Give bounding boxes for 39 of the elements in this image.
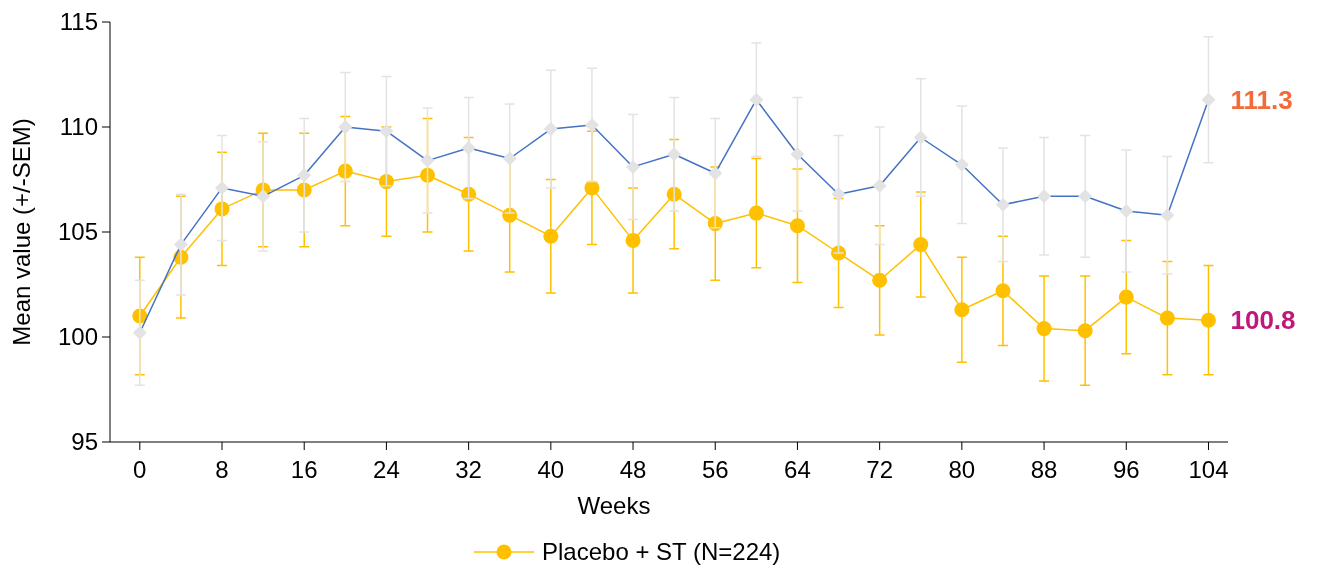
point	[872, 272, 888, 288]
x-tick-label: 80	[948, 456, 976, 483]
point	[954, 302, 970, 318]
point	[1077, 323, 1093, 339]
y-tick-label: 110	[59, 113, 98, 141]
point	[420, 167, 436, 183]
point	[1200, 312, 1216, 328]
point	[1036, 321, 1052, 337]
x-tick-label: 8	[215, 456, 229, 483]
x-tick-label: 88	[1030, 456, 1058, 483]
point	[995, 283, 1011, 299]
point	[748, 205, 764, 221]
x-tick-label: 104	[1188, 456, 1229, 483]
x-tick-label: 64	[784, 456, 811, 483]
point	[543, 228, 559, 244]
y-axis-title: Mean value (+/-SEM)	[8, 118, 35, 346]
y-tick-label: 95	[71, 428, 98, 456]
point	[1159, 310, 1175, 326]
x-tick-label: 72	[866, 456, 893, 483]
x-tick-label: 24	[373, 456, 400, 483]
y-tick-label: 100	[57, 323, 98, 351]
point	[1118, 289, 1134, 305]
x-tick-label: 56	[701, 456, 729, 483]
x-tick-label: 32	[455, 456, 482, 483]
point	[625, 232, 641, 248]
x-tick-label: 48	[619, 456, 647, 483]
legend-label: Placebo + ST (N=224)	[542, 538, 781, 566]
y-tick-label: 115	[59, 8, 98, 36]
x-tick-label: 40	[537, 456, 565, 483]
x-axis-title: Weeks	[577, 492, 651, 519]
point	[789, 218, 805, 234]
annotation: 111.3	[1230, 84, 1293, 115]
y-tick-label: 105	[57, 218, 98, 246]
x-tick-label: 0	[133, 456, 147, 483]
annotation: 100.8	[1230, 305, 1296, 336]
x-tick-label: 96	[1112, 456, 1140, 483]
point	[584, 180, 600, 196]
x-tick-label: 16	[290, 456, 318, 483]
point	[913, 237, 929, 253]
